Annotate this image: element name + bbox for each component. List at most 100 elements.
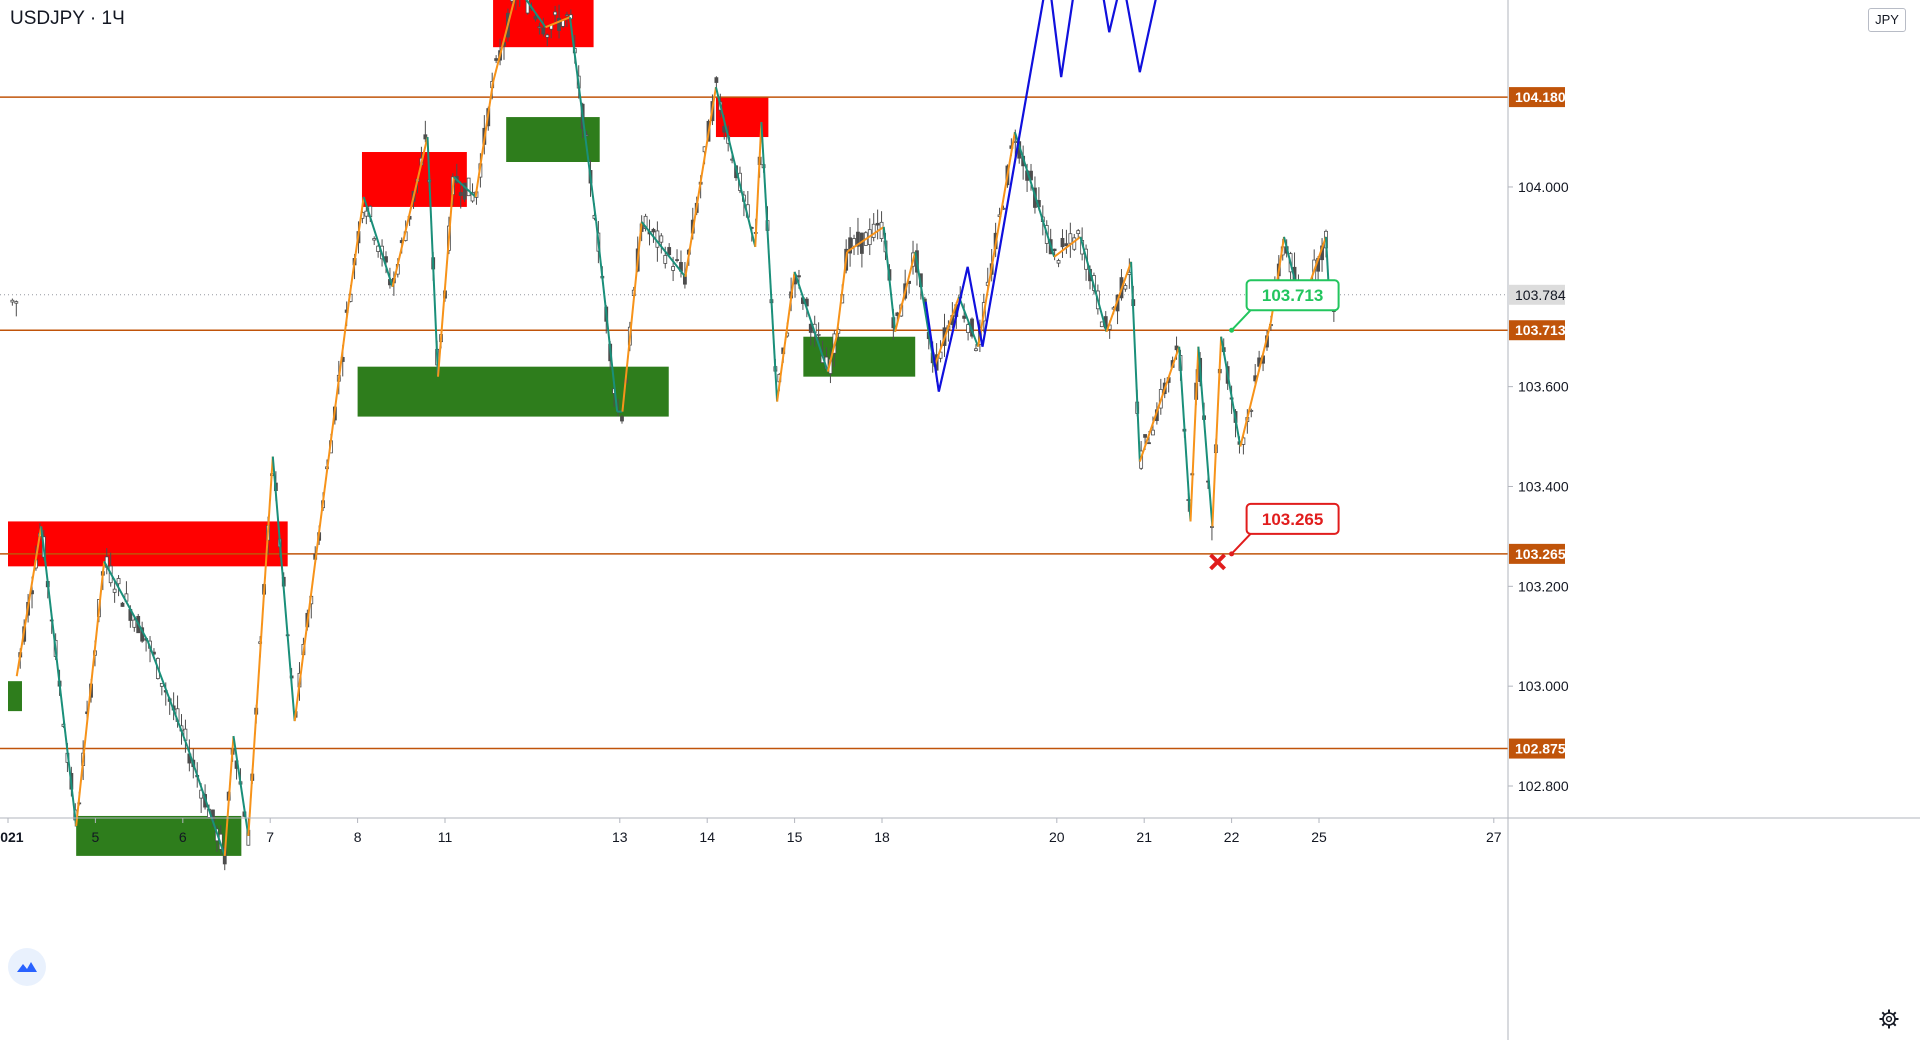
current-price-label: 103.784 <box>1515 287 1566 303</box>
y-tick-label: 103.000 <box>1518 678 1569 694</box>
candle-body <box>675 259 679 261</box>
candle-body <box>974 348 978 351</box>
candle-body <box>966 324 970 333</box>
candle-body <box>816 333 821 336</box>
zigzag-segment <box>882 226 897 332</box>
supply-zone <box>8 521 288 567</box>
y-tick-label: 102.800 <box>1518 778 1569 794</box>
zigzag-segment <box>186 745 226 857</box>
level-tag-label: 102.875 <box>1515 741 1566 757</box>
candle-body <box>466 177 471 197</box>
candle-body <box>112 588 117 593</box>
x-tick-label: 27 <box>1486 829 1502 845</box>
candle-body <box>1013 140 1018 144</box>
candle-body <box>1056 260 1061 264</box>
level-tag <box>1509 543 1565 564</box>
zigzag-segment <box>1197 346 1214 527</box>
zigzag-segment <box>977 131 1016 347</box>
projection-layer <box>924 0 1157 392</box>
candle-body <box>643 215 648 230</box>
candle-body <box>1052 248 1057 252</box>
currency-badge[interactable]: JPY <box>1868 8 1906 32</box>
y-tick-label: 104.000 <box>1518 179 1569 195</box>
candle-body <box>533 15 538 20</box>
x-tick-label: 14 <box>699 829 715 845</box>
x-tick-label: 13 <box>612 829 628 845</box>
x-tick-label: 5 <box>92 829 100 845</box>
price-axis: 105.200105.000104.800104.000103.600103.4… <box>1507 0 1920 1040</box>
zigzag-segment <box>232 735 250 837</box>
level-tag-label: 103.265 <box>1515 546 1566 562</box>
x-tick-label: 20 <box>1049 829 1065 845</box>
x-tick-label: 18 <box>874 829 890 845</box>
zigzag-segment <box>595 221 619 412</box>
level-tag <box>1509 738 1565 759</box>
zigzag-segment <box>437 176 455 377</box>
zigzag-segment <box>1178 346 1192 522</box>
zigzag-segment <box>223 736 235 856</box>
zigzag-segment <box>525 0 547 28</box>
level-tag <box>1509 87 1565 108</box>
zigzag-segment <box>793 271 829 372</box>
zigzag-segment <box>933 296 960 368</box>
candle-body <box>120 602 125 607</box>
candle-body <box>509 0 514 2</box>
zigzag-segment <box>894 251 917 332</box>
zigzag-segment <box>426 136 440 377</box>
candle-body <box>671 266 676 271</box>
zigzag-segment <box>75 561 106 827</box>
zigzag-layer <box>15 0 1331 857</box>
tradingview-logo-icon[interactable] <box>8 948 46 986</box>
time-axis: 2021567811131415182021222527 <box>0 817 1920 845</box>
zigzag-segment <box>760 122 779 402</box>
candle-body <box>10 299 15 303</box>
zigzag-segment <box>362 196 394 288</box>
candle-body <box>797 275 801 278</box>
zigzag-segment <box>1105 261 1133 333</box>
candle-body <box>1210 526 1214 528</box>
level-tag-label: 104.180 <box>1515 89 1566 105</box>
projection-path <box>924 0 1157 392</box>
candle-body <box>553 11 558 16</box>
zigzag-segment <box>776 271 796 402</box>
zigzag-segment <box>15 526 43 677</box>
candle-body <box>1068 233 1073 244</box>
candle-body <box>14 301 19 304</box>
zigzag-segment <box>714 86 757 248</box>
candle-body <box>537 26 542 29</box>
candle-body <box>423 134 428 140</box>
zigzag-segment <box>1130 261 1141 462</box>
candle-body <box>1064 243 1069 247</box>
candle-body <box>1123 285 1128 290</box>
zigzag-segment <box>621 221 643 412</box>
candle-body <box>1099 321 1104 328</box>
candle-body <box>541 27 546 35</box>
zigzag-segment <box>568 17 598 223</box>
price-axis-bg <box>1508 0 1920 1040</box>
x-tick-label: 21 <box>1136 829 1152 845</box>
zigzag-segment <box>914 251 936 367</box>
zigzag-segment <box>1079 236 1108 332</box>
zigzag-segment <box>684 86 717 277</box>
candle-body <box>458 192 463 196</box>
candle-body <box>132 619 137 628</box>
x-tick-label: 7 <box>266 829 274 845</box>
candle-body <box>364 210 369 217</box>
gear-icon[interactable] <box>1878 1008 1900 1030</box>
zigzag-segment <box>846 226 885 253</box>
candle-body <box>1060 238 1065 248</box>
x-tick-label: 8 <box>354 829 362 845</box>
x-tick-label: 22 <box>1224 829 1240 845</box>
candles-layer <box>10 0 1336 871</box>
current-price-tag <box>1509 284 1565 305</box>
symbol-title: USDJPY · 1Ч <box>10 8 125 29</box>
zones-layer <box>8 0 916 856</box>
zigzag-segment <box>835 251 849 337</box>
y-tick-label: 103.600 <box>1518 379 1569 395</box>
candle-body <box>462 182 467 200</box>
candle-body <box>116 578 121 585</box>
candle-body <box>1143 434 1147 438</box>
